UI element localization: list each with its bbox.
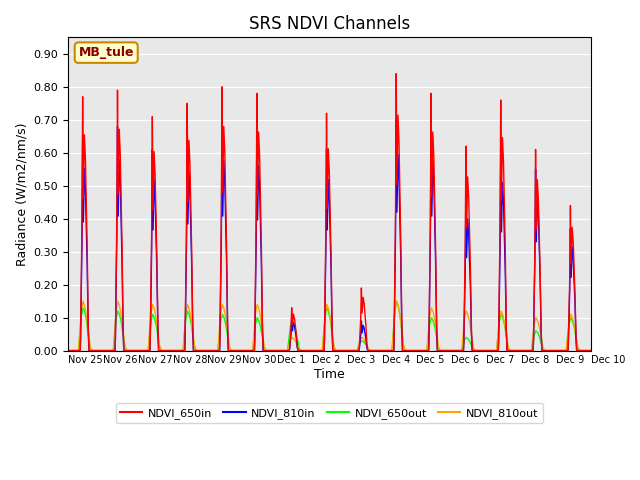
NDVI_650out bbox=[587, 348, 595, 353]
Line: NDVI_810out: NDVI_810out bbox=[68, 301, 591, 350]
NDVI_650in bbox=[358, 310, 366, 316]
NDVI_810out bbox=[79, 298, 87, 304]
NDVI_810in bbox=[517, 348, 525, 353]
NDVI_810in bbox=[564, 342, 572, 348]
NDVI_810in bbox=[358, 330, 366, 336]
Line: NDVI_650out: NDVI_650out bbox=[68, 301, 591, 350]
NDVI_650out bbox=[64, 348, 72, 353]
NDVI_810in bbox=[83, 262, 91, 268]
NDVI_810out bbox=[64, 348, 72, 353]
NDVI_810out bbox=[114, 298, 122, 304]
NDVI_650out bbox=[321, 313, 329, 319]
Line: NDVI_650in: NDVI_650in bbox=[68, 73, 591, 350]
NDVI_650out bbox=[112, 316, 120, 322]
NDVI_810in bbox=[425, 348, 433, 353]
NDVI_810out bbox=[217, 311, 225, 316]
NDVI_650in bbox=[64, 348, 72, 353]
NDVI_810out bbox=[321, 311, 329, 316]
NDVI_810out bbox=[149, 301, 157, 307]
NDVI_650in bbox=[517, 348, 525, 353]
NDVI_650out bbox=[500, 323, 508, 328]
Legend: NDVI_650in, NDVI_810in, NDVI_650out, NDVI_810out: NDVI_650in, NDVI_810in, NDVI_650out, NDV… bbox=[116, 403, 543, 423]
NDVI_810in bbox=[392, 117, 400, 123]
NDVI_650in bbox=[83, 246, 91, 252]
Text: MB_tule: MB_tule bbox=[79, 46, 134, 59]
NDVI_650in bbox=[425, 348, 433, 353]
X-axis label: Time: Time bbox=[314, 368, 345, 381]
NDVI_650in bbox=[564, 340, 572, 346]
Title: SRS NDVI Channels: SRS NDVI Channels bbox=[249, 15, 410, 33]
NDVI_650in bbox=[587, 348, 595, 353]
Y-axis label: Radiance (W/m2/nm/s): Radiance (W/m2/nm/s) bbox=[15, 122, 28, 266]
NDVI_810out bbox=[500, 320, 508, 326]
NDVI_650out bbox=[215, 337, 223, 343]
NDVI_810in bbox=[64, 348, 72, 353]
NDVI_650out bbox=[393, 298, 401, 304]
NDVI_650out bbox=[147, 319, 155, 324]
NDVI_650in bbox=[392, 71, 400, 76]
NDVI_810out bbox=[587, 348, 595, 353]
NDVI_810in bbox=[216, 336, 224, 342]
NDVI_810out bbox=[323, 301, 331, 307]
NDVI_650in bbox=[216, 335, 224, 340]
Line: NDVI_810in: NDVI_810in bbox=[68, 120, 591, 350]
NDVI_810in bbox=[587, 348, 595, 353]
NDVI_650out bbox=[319, 335, 327, 341]
